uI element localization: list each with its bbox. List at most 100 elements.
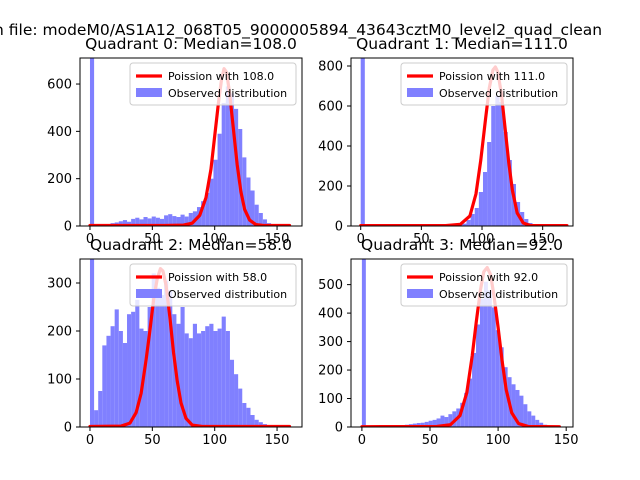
- subplot-title: Quadrant 2: Median=58.0: [90, 236, 292, 254]
- y-tick-label: 200: [47, 325, 72, 340]
- x-tick-label: 100: [202, 433, 227, 448]
- x-tick-label: 0: [357, 232, 365, 247]
- histogram-bar: [176, 217, 181, 226]
- subplots-root: 0 50 100 150 0 200 400 600 Quadrant 0: Median=10…: [47, 35, 578, 448]
- x-tick-label: 100: [486, 433, 511, 448]
- x-tick-label: 0: [86, 433, 94, 448]
- y-tick-label: 200: [47, 172, 72, 187]
- histogram-bar: [89, 259, 95, 427]
- histogram-bar: [196, 333, 202, 427]
- histogram-bar: [476, 324, 480, 427]
- subplot-title: Quadrant 3: Median=92.0: [361, 236, 563, 254]
- axes-frame: [350, 57, 574, 227]
- histogram-bar: [213, 331, 218, 427]
- subplot-title: Quadrant 1: Median=111.0: [356, 35, 568, 53]
- legend-hist-swatch: [407, 88, 433, 97]
- histogram-bar: [135, 299, 140, 427]
- histogram-bar: [470, 214, 475, 226]
- legend: Poission with 92.0 Observed distribution: [400, 263, 568, 307]
- histogram-bar: [135, 217, 140, 226]
- plot-area: [88, 58, 292, 226]
- histogram-bar: [114, 309, 119, 427]
- histogram-bar: [110, 326, 115, 427]
- histogram-bar: [444, 417, 449, 427]
- histogram-bar: [143, 217, 148, 226]
- x-tick-label: 100: [470, 232, 495, 247]
- histogram-bar: [209, 323, 214, 427]
- histogram-bar: [507, 160, 512, 226]
- histogram-bar: [432, 419, 437, 427]
- histogram-bar: [131, 311, 136, 427]
- subplot-quadrant-0: 0 50 100 150 0 200 400 600 Quadrant 0: Median=10…: [47, 35, 303, 247]
- histogram-bar: [201, 201, 206, 226]
- histogram-bar: [462, 223, 467, 226]
- histogram-bar: [118, 331, 123, 427]
- histogram-bar: [527, 411, 532, 427]
- legend-box: [400, 263, 568, 307]
- y-tick-label: 600: [318, 100, 343, 115]
- histogram-bar: [94, 410, 99, 427]
- y-tick-label: 0: [64, 421, 72, 436]
- y-tick-label: 0: [64, 220, 72, 235]
- histogram-bar: [242, 403, 247, 427]
- legend-fit-label: Poission with 108.0: [168, 70, 274, 83]
- histogram-bar: [436, 418, 441, 427]
- histogram-bar: [188, 212, 193, 226]
- y-tick-label: 500: [318, 278, 343, 293]
- histogram-bar: [168, 290, 173, 427]
- subplot-title: Quadrant 0: Median=108.0: [85, 35, 297, 53]
- y-tick-label: 0: [335, 421, 343, 436]
- x-tick-label: 50: [422, 433, 439, 448]
- x-tick-label: 0: [358, 433, 366, 448]
- legend-hist-label: Observed distribution: [439, 87, 558, 100]
- histogram-bar: [246, 407, 251, 427]
- y-tick-label: 100: [318, 392, 343, 407]
- histogram-bar: [205, 192, 210, 226]
- histogram-bar: [102, 345, 107, 427]
- histogram-bar: [474, 208, 479, 226]
- histogram-bar: [151, 216, 156, 226]
- histogram-bar: [168, 214, 173, 226]
- legend-box: [400, 62, 568, 106]
- histogram-bar: [511, 384, 516, 427]
- legend-hist-label: Observed distribution: [439, 288, 558, 301]
- legend-hist-swatch: [407, 289, 433, 298]
- y-tick-label: 0: [335, 220, 343, 235]
- histogram-bar: [523, 404, 528, 427]
- x-tick-label: 50: [144, 433, 161, 448]
- subplot-quadrant-2: 0 50 100 150 0 100 200 300 Quadrant 2: Median=58…: [47, 236, 303, 448]
- y-tick-label: 100: [47, 373, 72, 388]
- legend-fit-label: Poission with 92.0: [439, 271, 538, 284]
- histogram-bar: [217, 133, 222, 226]
- histogram-bar: [192, 323, 197, 427]
- y-tick-label: 400: [318, 307, 343, 322]
- histogram-bar: [262, 219, 267, 226]
- histogram-bar: [89, 58, 95, 226]
- legend-box: [129, 263, 297, 307]
- histogram-bar: [234, 374, 239, 427]
- y-tick-label: 600: [47, 78, 72, 93]
- histogram-bar: [164, 215, 169, 226]
- y-tick-label: 300: [318, 335, 343, 350]
- histogram-bar: [478, 192, 483, 226]
- histogram-bar: [519, 395, 524, 427]
- histogram-bar: [159, 218, 165, 226]
- legend-hist-label: Observed distribution: [168, 87, 287, 100]
- histogram-bar: [127, 314, 132, 427]
- x-tick-label: 50: [144, 232, 161, 247]
- legend: Poission with 111.0 Observed distribution: [400, 62, 568, 106]
- histogram-bar: [460, 402, 465, 427]
- histogram-bar: [440, 415, 445, 427]
- histogram-bar: [491, 307, 496, 427]
- subplot-quadrant-3: 0 50 100 150 0 100 200 300 400 500 Quadrant 3: Med…: [318, 236, 578, 448]
- histogram-bar: [250, 415, 255, 427]
- histogram-bar: [139, 328, 144, 427]
- histogram-bar: [131, 218, 136, 226]
- axes-frame: [350, 258, 574, 428]
- histogram-bar: [122, 220, 128, 226]
- histogram-bar: [147, 307, 152, 427]
- histogram-bar: [258, 212, 263, 226]
- histogram-bar: [254, 204, 259, 226]
- figure-suptitle: n file: modeM0/AS1A12_068T05_9000005894_…: [0, 21, 602, 40]
- histogram-bar: [254, 419, 259, 427]
